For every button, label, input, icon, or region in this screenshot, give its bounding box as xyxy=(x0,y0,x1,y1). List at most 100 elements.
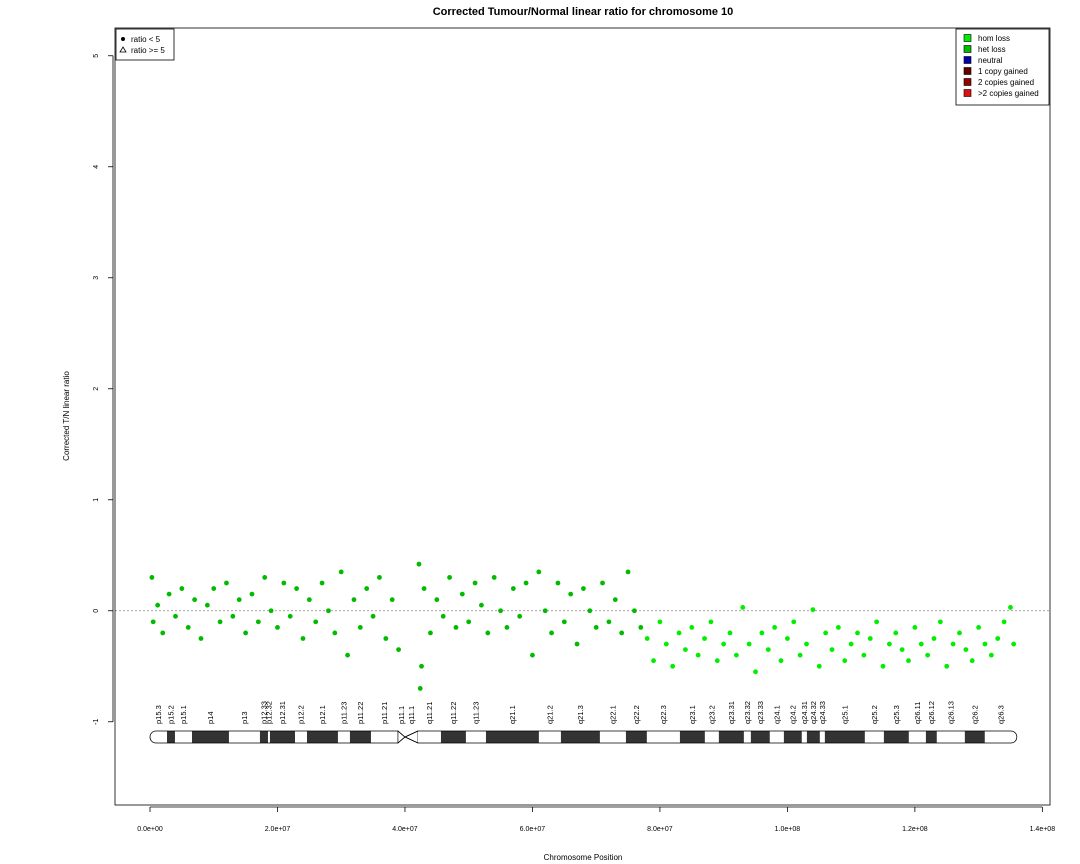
data-point xyxy=(466,619,472,625)
data-point xyxy=(612,597,618,603)
data-point xyxy=(268,608,274,614)
data-point xyxy=(581,586,586,591)
band-label: q26.12 xyxy=(927,701,936,724)
data-point xyxy=(772,625,778,630)
data-point xyxy=(313,619,319,625)
data-point xyxy=(988,652,994,658)
band-label: q25.1 xyxy=(840,705,849,724)
band-label: p11.23 xyxy=(339,702,348,724)
data-point xyxy=(319,580,325,586)
legend-marker xyxy=(119,46,127,53)
y-tick-label: 4 xyxy=(93,165,100,169)
band-label: q22.1 xyxy=(608,705,617,724)
data-point xyxy=(778,658,784,664)
data-point xyxy=(950,641,956,647)
y-tick-label: 3 xyxy=(93,276,100,280)
chromosome-band xyxy=(149,731,168,743)
legend-marker xyxy=(121,37,125,41)
chromosome-band xyxy=(783,731,802,743)
band-label: q11.1 xyxy=(407,706,416,724)
band-label: q22.2 xyxy=(632,705,641,724)
band-label: p12.33 xyxy=(259,701,268,724)
data-point xyxy=(899,647,905,652)
chromosome-band xyxy=(769,731,784,743)
band-label: q24.2 xyxy=(788,705,797,724)
data-point xyxy=(683,647,688,652)
x-tick-label: 1.2e+08 xyxy=(902,826,928,833)
chromosome-band xyxy=(704,731,719,743)
data-point xyxy=(931,636,937,641)
data-point xyxy=(417,686,423,691)
chromosome-outline xyxy=(149,730,1018,744)
data-point xyxy=(746,641,752,647)
data-point xyxy=(204,602,210,608)
data-point xyxy=(753,669,758,675)
band-label: q24.32 xyxy=(809,701,818,724)
data-point xyxy=(638,625,644,630)
data-point xyxy=(179,586,185,591)
data-point xyxy=(166,591,172,597)
data-point xyxy=(759,630,765,636)
data-point xyxy=(708,619,714,625)
data-point xyxy=(485,630,491,636)
data-point xyxy=(982,641,988,647)
data-point xyxy=(459,591,465,597)
data-point xyxy=(491,575,497,580)
legend-label: ratio >= 5 xyxy=(131,46,165,55)
data-point xyxy=(498,608,503,614)
data-point xyxy=(549,630,554,636)
chromosome-band xyxy=(819,731,825,743)
data-point xyxy=(306,597,312,603)
data-point xyxy=(829,647,835,652)
chromosome-band xyxy=(267,731,270,743)
band-label: q21.3 xyxy=(576,705,585,724)
data-point xyxy=(976,625,982,630)
data-point xyxy=(281,580,287,586)
band-label: q26.11 xyxy=(913,702,922,724)
chromosome-band xyxy=(964,731,985,743)
legend-swatch xyxy=(963,34,972,42)
band-label: p15.2 xyxy=(166,705,175,724)
chromosome-band xyxy=(191,731,229,743)
band-label: p12.2 xyxy=(296,705,305,724)
data-point xyxy=(689,625,695,630)
data-point xyxy=(326,608,331,614)
legend-label: het loss xyxy=(978,45,1006,54)
data-point xyxy=(192,597,198,603)
data-point xyxy=(695,652,701,658)
data-point xyxy=(211,586,217,591)
data-point xyxy=(918,641,924,647)
chromosome-band xyxy=(599,731,626,743)
data-point xyxy=(867,636,873,641)
x-tick-label: 0.0e+00 xyxy=(137,826,163,833)
y-tick-label: -1 xyxy=(93,719,100,725)
chromosome-band xyxy=(337,731,350,743)
y-tick-label: 2 xyxy=(93,387,100,391)
data-point xyxy=(606,619,612,625)
chromosome-band xyxy=(925,731,937,743)
chromosome-band xyxy=(538,731,561,743)
band-label: q23.31 xyxy=(727,701,736,724)
band-label: q22.3 xyxy=(659,705,668,724)
data-point xyxy=(874,619,880,625)
legend-label: 1 copy gained xyxy=(978,67,1028,76)
data-point xyxy=(416,561,422,567)
chromosome-band xyxy=(349,731,371,743)
data-point xyxy=(383,636,389,641)
band-label: q26.2 xyxy=(970,705,979,724)
data-point xyxy=(440,613,446,619)
chromosome-band xyxy=(984,731,1017,743)
data-point xyxy=(702,636,707,641)
data-point xyxy=(224,580,229,586)
data-point xyxy=(217,619,223,625)
x-tick-label: 2.0e+07 xyxy=(265,826,291,833)
data-point xyxy=(663,641,669,647)
data-point xyxy=(447,575,452,580)
data-point xyxy=(676,630,682,636)
data-point xyxy=(149,575,155,580)
data-point xyxy=(357,625,363,630)
data-point xyxy=(568,591,574,597)
data-point xyxy=(1011,641,1017,647)
band-label: q26.13 xyxy=(946,701,955,724)
